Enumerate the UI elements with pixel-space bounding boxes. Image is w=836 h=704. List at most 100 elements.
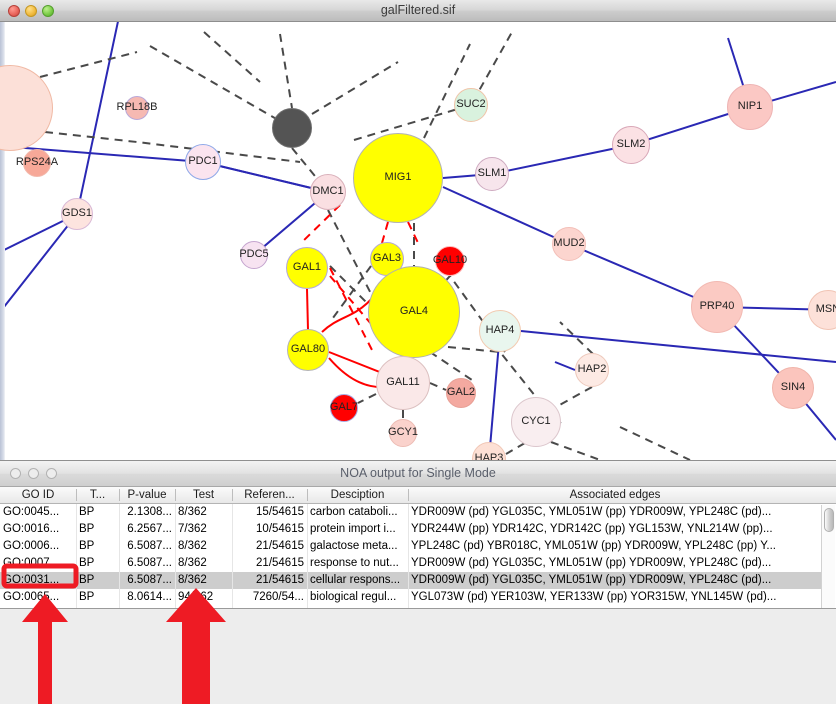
window-traffic-lights [8, 5, 54, 17]
column-gridline [76, 504, 77, 609]
cell-type: BP [79, 523, 95, 535]
cell-reference: 21/54615 [256, 557, 304, 569]
table-vertical-scrollbar[interactable] [821, 505, 835, 609]
column-divider[interactable] [408, 489, 409, 501]
node-mig1[interactable] [353, 133, 443, 223]
cell-associated-edges: YDR009W (pd) YGL035C, YML051W (pp) YDR00… [411, 574, 772, 586]
node-pdc1[interactable] [185, 144, 221, 180]
node-msn[interactable] [808, 290, 836, 330]
cell-type: BP [79, 506, 95, 518]
table-row[interactable]: GO:0006... BP 6.5087... 8/362 21/54615 galact… [0, 538, 822, 555]
canvas-left-edge [0, 22, 5, 460]
table-row[interactable]: GO:0031... BP 1.3324... 11/362 105/546... res… [0, 606, 822, 609]
column-header-go-id[interactable]: GO ID [21, 489, 55, 501]
node-rps24a[interactable] [23, 149, 51, 177]
node-mud2[interactable] [552, 227, 586, 261]
column-gridline [175, 504, 176, 609]
dialog-close-button[interactable] [10, 468, 21, 479]
node-gal10[interactable] [435, 246, 465, 276]
column-divider[interactable] [175, 489, 176, 501]
node-hap2[interactable] [575, 353, 609, 387]
column-divider[interactable] [76, 489, 77, 501]
node-darkgray[interactable] [272, 108, 312, 148]
node-pdc5[interactable] [240, 241, 268, 269]
dialog-zoom-button[interactable] [46, 468, 57, 479]
cell-associated-edges: YGL073W (pd) YER103W, YER133W (pp) YOR31… [411, 591, 777, 603]
cell-type: BP [79, 591, 95, 603]
cell-reference: 105/546... [235, 606, 304, 609]
node-gal4[interactable] [368, 266, 460, 358]
node-gal2[interactable] [446, 378, 476, 408]
table-body[interactable]: GO:0045... BP 2.1308... 8/362 15/54615 carbon… [0, 504, 836, 609]
main-window-titlebar: galFiltered.sif [0, 0, 836, 22]
cell-associated-edges: YDR009W (pd) YGL035C, YML051W (pp) YDR00… [411, 506, 772, 518]
column-header-description[interactable]: Desciption [330, 489, 385, 501]
dialog-titlebar: NOA output for Single Mode [0, 461, 836, 487]
cell-test: 8/362 [178, 557, 207, 569]
cell-description: cellular respons... [310, 574, 401, 586]
node-slm2[interactable] [612, 126, 650, 164]
dialog-minimize-button[interactable] [28, 468, 39, 479]
column-divider[interactable] [119, 489, 120, 501]
node-gal80[interactable] [287, 329, 329, 371]
column-divider[interactable] [232, 489, 233, 501]
cell-pvalue: 6.5087... [127, 540, 172, 552]
node-gds1[interactable] [61, 198, 93, 230]
cell-test: 94/362 [178, 591, 214, 603]
cell-type: BP [79, 557, 95, 569]
column-header-type[interactable]: T... [89, 489, 106, 501]
table-row[interactable]: GO:0045... BP 2.1308... 8/362 15/54615 carbon… [0, 504, 822, 521]
cell-go-id: GO:0045... [3, 506, 60, 518]
network-canvas[interactable]: RPL18B RPS24A GDS1 PDC1 PDC5 DMC1 MIG1 SUC2 SLM1… [0, 22, 836, 460]
cell-associated-edges: YDR244W (pp) YDR142C, YDR142C (pp) YGL15… [411, 523, 773, 535]
node-nip1[interactable] [727, 84, 773, 130]
table-row[interactable]: GO:0016... BP 6.2567... 7/362 10/54615 protei… [0, 521, 822, 538]
node-slm1[interactable] [475, 157, 509, 191]
cell-pvalue: 6.5087... [127, 574, 172, 586]
node-gal11[interactable] [376, 356, 430, 410]
table-row[interactable]: GO:0065... BP 8.0614... 94/362 7260/54... bio… [0, 589, 822, 606]
minimize-button[interactable] [25, 5, 37, 17]
column-header-pvalue[interactable]: P-value [127, 489, 167, 501]
table-row[interactable]: GO:0031... BP 6.5087... 8/362 21/54615 cellul… [0, 572, 822, 589]
table-header-row[interactable]: GO ID T... P-value Test Referen... Desciption… [0, 487, 836, 504]
cell-reference: 21/54615 [256, 540, 304, 552]
column-header-reference[interactable]: Referen... [244, 489, 295, 501]
dialog-title: NOA output for Single Mode [340, 466, 496, 480]
scrollbar-thumb[interactable] [824, 508, 834, 532]
node-prp40[interactable] [691, 281, 743, 333]
cell-type: BP [79, 574, 95, 586]
node-gal7[interactable] [330, 394, 358, 422]
node-sin4[interactable] [772, 367, 814, 409]
node-gcy1[interactable] [389, 419, 417, 447]
column-divider[interactable] [307, 489, 308, 501]
cell-pvalue: 6.2567... [127, 523, 172, 535]
node-hap4[interactable] [479, 310, 521, 352]
node-cyc1[interactable] [511, 397, 561, 447]
results-table[interactable]: GO ID T... P-value Test Referen... Desciption… [0, 487, 836, 609]
protein-dna-edges [39, 31, 691, 460]
cell-go-id: GO:0031... [3, 606, 73, 609]
cell-test: 11/362 [178, 606, 229, 609]
noa-output-dialog: NOA output for Single Mode GO ID T... P-va… [0, 460, 836, 704]
node-suc2[interactable] [454, 88, 488, 122]
zoom-button[interactable] [42, 5, 54, 17]
column-gridline [232, 504, 233, 609]
node-rpl18b[interactable] [125, 96, 149, 120]
cell-associated-edges: YDR009W (pd) YGL035C, YML051W (pp) YDR00… [411, 557, 772, 569]
node-dmc1[interactable] [310, 174, 346, 210]
column-header-associated-edges[interactable]: Associated edges [569, 489, 661, 501]
close-button[interactable] [8, 5, 20, 17]
cell-pvalue: 2.1308... [127, 506, 172, 518]
cell-test: 7/362 [178, 523, 207, 535]
cell-associated-edges: YFR034C (pd) YBR093C, YDR009W (pd) YGL03… [411, 606, 819, 609]
cell-go-id: GO:0065... [3, 591, 60, 603]
table-row[interactable]: GO:0007... BP 6.5087... 8/362 21/54615 respon… [0, 555, 822, 572]
cell-reference: 10/54615 [256, 523, 304, 535]
node-gal1[interactable] [286, 247, 328, 289]
cell-associated-edges: YPL248C (pd) YBR018C, YML051W (pp) YDR00… [411, 540, 777, 552]
dialog-traffic-lights [10, 468, 57, 479]
cell-pvalue: 6.5087... [127, 557, 172, 569]
column-header-test[interactable]: Test [192, 489, 215, 501]
